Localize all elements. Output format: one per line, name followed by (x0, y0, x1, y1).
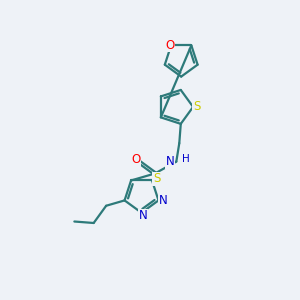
Text: S: S (193, 100, 200, 113)
Text: O: O (131, 153, 140, 166)
Text: O: O (165, 39, 174, 52)
Text: N: N (139, 209, 147, 222)
Text: S: S (153, 172, 160, 185)
Text: N: N (159, 194, 167, 207)
Text: N: N (165, 155, 174, 168)
Text: H: H (182, 154, 189, 164)
